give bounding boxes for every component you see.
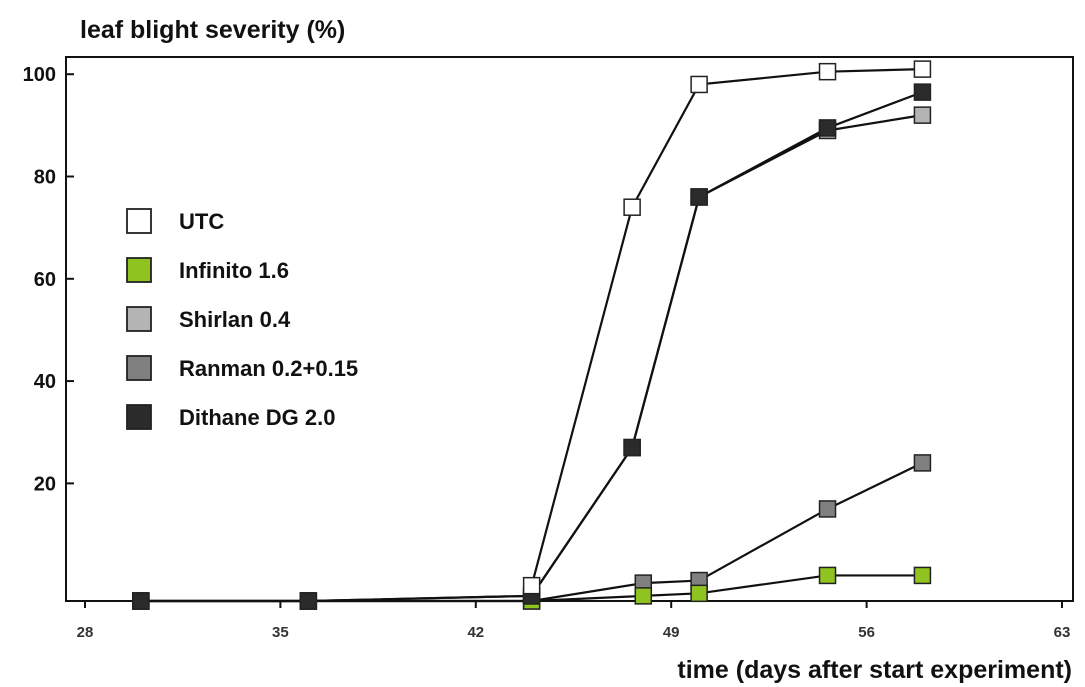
data-point-infinito-1-6 (634, 587, 653, 605)
data-point-dithane-dg-2-0 (818, 119, 837, 137)
y-tick-label: 60 (34, 269, 56, 291)
data-point-dithane-dg-2-0 (623, 438, 641, 457)
y-tick-label: 20 (34, 473, 56, 495)
x-tick-label: 35 (272, 624, 289, 641)
x-tick-label: 42 (467, 624, 484, 641)
data-point-dithane-dg-2-0 (913, 83, 932, 101)
legend-swatch-shirlan-0-4 (126, 306, 152, 332)
legend-label-ranman-0-2-0-15: Ranman 0.2+0.15 (179, 356, 358, 381)
y-tick-label: 100 (23, 64, 56, 86)
legend-label-dithane-dg-2-0: Dithane DG 2.0 (179, 405, 335, 430)
y-axis-label: leaf blight severity (%) (80, 16, 345, 44)
data-point-ranman-0-2-0-15 (913, 454, 932, 472)
legend-label-utc: UTC (179, 209, 224, 234)
legend-label-infinito-1-6: Infinito 1.6 (179, 258, 289, 283)
x-ticks: 28 35 42 49 56 63 (77, 601, 1071, 641)
legend: UTC Infinito 1.6 Shirlan 0.4 Ranman 0.2+0.1… (126, 208, 358, 430)
data-point-dithane-dg-2-0 (132, 592, 150, 610)
data-point-infinito-1-6 (913, 566, 932, 585)
plot-area (65, 56, 1074, 602)
data-point-ranman-0-2-0-15 (818, 500, 837, 518)
x-tick-label: 56 (858, 624, 875, 641)
y-tick-label: 80 (34, 167, 56, 189)
data-point-utc (913, 60, 932, 78)
y-tick-label: 40 (34, 371, 56, 393)
legend-swatch-ranman-0-2-0-15 (126, 355, 152, 381)
x-axis-label: time (days after start experiment) (677, 656, 1072, 684)
data-point-dithane-dg-2-0 (299, 592, 318, 610)
series-layer (132, 60, 932, 610)
x-tick-label: 63 (1054, 624, 1071, 641)
data-point-utc (522, 576, 541, 595)
legend-swatch-infinito-1-6 (126, 257, 152, 283)
data-point-infinito-1-6 (818, 566, 837, 585)
data-point-utc (623, 198, 641, 216)
y-ticks: 20 40 60 80 100 (23, 64, 74, 495)
data-point-shirlan-0-4 (913, 106, 932, 124)
data-point-utc (818, 62, 837, 81)
x-tick-label: 28 (77, 624, 94, 641)
data-point-dithane-dg-2-0 (690, 188, 708, 206)
data-point-utc (690, 75, 708, 94)
x-tick-label: 49 (663, 624, 680, 641)
legend-swatch-dithane-dg-2-0 (126, 404, 152, 430)
legend-swatch-utc (126, 208, 152, 234)
legend-label-shirlan-0-4: Shirlan 0.4 (179, 307, 291, 332)
data-point-infinito-1-6 (690, 584, 708, 603)
